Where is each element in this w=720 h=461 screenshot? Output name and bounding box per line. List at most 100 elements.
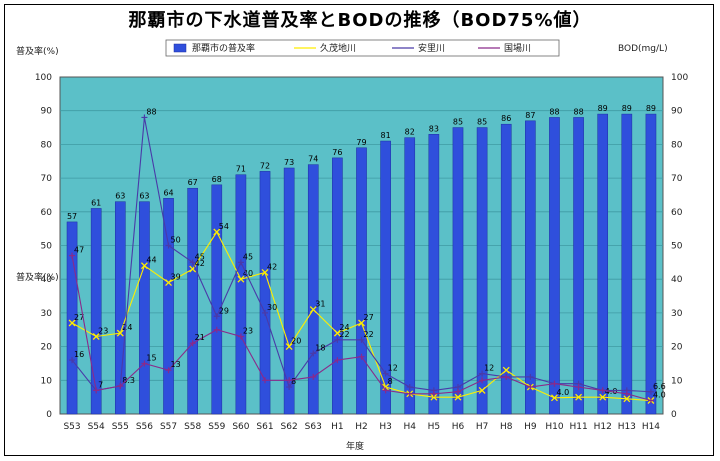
bar — [114, 201, 126, 415]
x-tick-label: H2 — [355, 422, 368, 432]
x-tick-label: S57 — [160, 422, 177, 432]
series-point — [406, 390, 413, 397]
bar-value-label: 88 — [573, 107, 583, 116]
bar — [187, 187, 198, 415]
bar — [404, 137, 416, 415]
bar-value-label: 89 — [622, 104, 632, 113]
series-point — [599, 393, 607, 401]
x-tick-label: H5 — [428, 422, 441, 432]
x-axis-label: 年度 — [346, 442, 365, 452]
bar-value-label: 61 — [91, 198, 101, 207]
series-point — [334, 357, 341, 364]
right-tick-label: 100 — [671, 73, 688, 83]
series-point — [262, 377, 269, 384]
left-tick-label: 10 — [41, 376, 53, 386]
bar — [645, 113, 657, 415]
x-tick-label: S61 — [256, 422, 273, 432]
series-point — [454, 388, 461, 395]
series-point — [93, 387, 100, 394]
series-point — [165, 242, 172, 249]
bar — [452, 127, 464, 415]
series-point — [599, 387, 606, 394]
series-point — [503, 373, 510, 380]
x-tick-label: S58 — [184, 422, 201, 432]
series-point — [310, 373, 317, 380]
bar-value-label: 85 — [453, 118, 463, 127]
x-tick-label: H9 — [524, 422, 537, 432]
series-point — [647, 388, 654, 395]
series-point — [406, 384, 413, 391]
series-point — [189, 340, 196, 347]
series-point — [237, 275, 245, 283]
bar-value-label: 68 — [212, 175, 222, 184]
line-value-label: 40 — [243, 269, 253, 278]
bar-value-label: 71 — [236, 165, 246, 174]
right-tick-label: 20 — [671, 343, 683, 353]
bar-value-label: 88 — [549, 107, 559, 116]
line-value-label: 6.6 — [653, 382, 666, 391]
bar-value-label: 83 — [429, 124, 439, 133]
series-point — [141, 114, 148, 121]
series-point — [213, 228, 221, 236]
series-point — [165, 367, 172, 374]
line-value-label: 12 — [484, 364, 494, 373]
x-tick-label: H4 — [403, 422, 416, 432]
line-value-label: 7 — [98, 380, 103, 389]
x-tick-label: H11 — [569, 422, 587, 432]
line-value-label: 39 — [171, 273, 181, 282]
x-tick-label: H3 — [379, 422, 392, 432]
left-tick-label: 50 — [41, 242, 53, 252]
line-value-label: 13 — [171, 360, 181, 369]
x-tick-label: H14 — [642, 422, 660, 432]
bar-value-label: 79 — [356, 138, 366, 147]
right-tick-label: 10 — [671, 376, 683, 386]
bar — [332, 157, 343, 415]
left-tick-label: 60 — [41, 208, 53, 218]
series-point — [479, 377, 486, 384]
line-value-label: 22 — [339, 330, 349, 339]
series-point — [478, 386, 486, 394]
bar — [525, 120, 536, 415]
left-axis-label: 普及率(%) — [16, 47, 59, 57]
series-point — [358, 319, 365, 327]
bar-value-label: 64 — [163, 188, 173, 197]
x-tick-label: H10 — [545, 422, 563, 432]
bar — [283, 167, 295, 415]
line-value-label: 24 — [122, 323, 132, 332]
line-value-label: 50 — [171, 236, 181, 245]
series-point — [382, 383, 390, 391]
series-point — [262, 309, 269, 316]
line-value-label: 45 — [195, 252, 205, 261]
bar — [259, 171, 271, 415]
series-point — [285, 343, 293, 351]
x-tick-label: H1 — [331, 422, 344, 432]
series-point — [382, 370, 389, 377]
series-point — [623, 390, 630, 397]
series-point — [551, 380, 558, 387]
line-value-label: 30 — [267, 303, 277, 312]
bar — [90, 208, 102, 415]
series-point — [140, 262, 148, 270]
line-value-label: 21 — [195, 333, 205, 342]
left-tick-label: 30 — [41, 309, 53, 319]
x-tick-label: S59 — [208, 422, 225, 432]
line-value-label: 54 — [219, 222, 229, 231]
left-tick-label: 20 — [41, 343, 53, 353]
series-point — [165, 279, 172, 287]
line-value-label: 20 — [291, 337, 301, 346]
left-tick-label: 70 — [41, 174, 53, 184]
line-value-label: 24 — [339, 323, 349, 332]
bar — [235, 174, 247, 415]
bar-value-label: 82 — [405, 128, 415, 137]
series-point — [92, 333, 100, 340]
series-point — [286, 384, 293, 391]
left-tick-label: 0 — [46, 410, 52, 420]
series-point — [551, 394, 558, 402]
right-tick-label: 80 — [671, 140, 683, 150]
series-point — [213, 313, 220, 320]
x-tick-label: H7 — [476, 422, 489, 432]
series-point — [382, 387, 389, 394]
bar-value-label: 87 — [525, 111, 535, 120]
x-tick-label: H8 — [500, 422, 513, 432]
